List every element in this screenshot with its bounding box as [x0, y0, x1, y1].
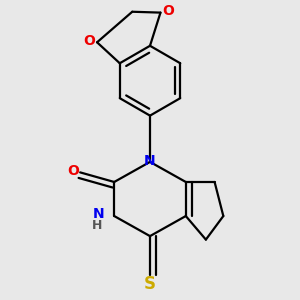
Text: H: H — [92, 219, 102, 232]
Text: N: N — [93, 207, 105, 221]
Text: O: O — [162, 4, 174, 18]
Text: S: S — [144, 275, 156, 293]
Text: O: O — [83, 34, 95, 47]
Text: N: N — [144, 154, 156, 168]
Text: O: O — [67, 164, 79, 178]
